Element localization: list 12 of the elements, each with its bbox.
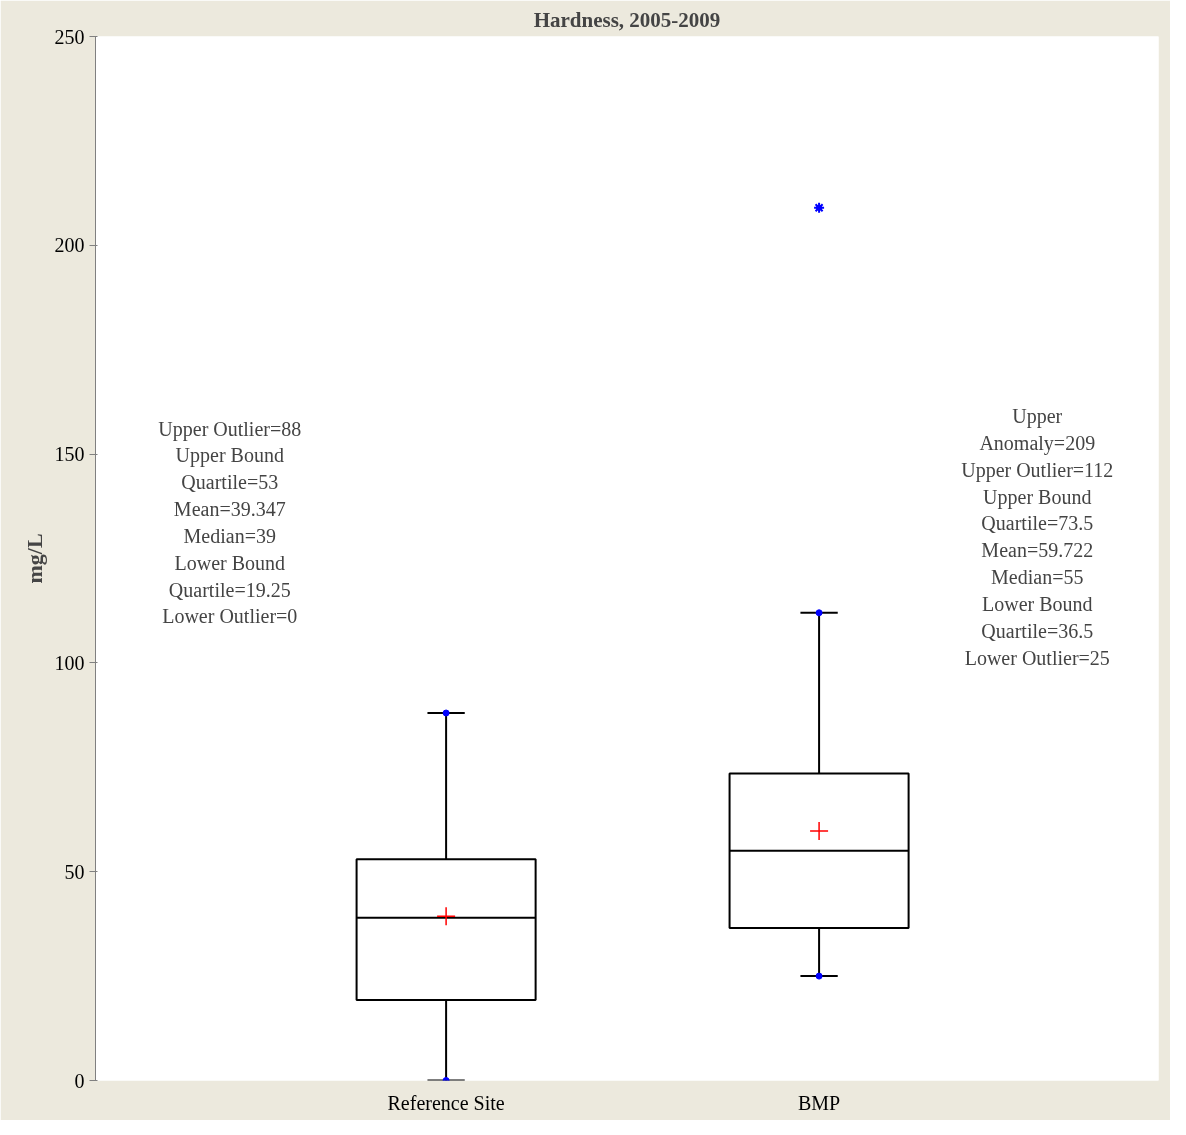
y-tick-label: 100	[54, 651, 85, 674]
y-tick-label: 150	[54, 443, 85, 466]
text: Upper Anomaly=209 Upper Outlier=112 Upper Bound Quartile=73.5 Mean=59.722 Median=55 Lower Bound Quartile=36.5 Lower Outlier=25	[961, 405, 1114, 669]
y-tick-label: 0	[74, 1069, 85, 1092]
x-tick-label: BMP	[797, 1091, 841, 1114]
chart-title: Hardness, 2005-2009	[533, 7, 721, 32]
y-tick-label: 250	[54, 25, 85, 48]
y-tick-label: 50	[64, 860, 85, 883]
y-tick-label: 200	[54, 234, 85, 257]
x-tick-label: Reference Site	[387, 1091, 505, 1114]
y-axis-title: mg/L	[21, 533, 47, 584]
annotation: Upper Outlier=88 Upper Bound Quartile=53 Mean=39.347 Median=39 Lower Bound Quartile=19.25 Lower Outlier=0	[158, 417, 302, 628]
